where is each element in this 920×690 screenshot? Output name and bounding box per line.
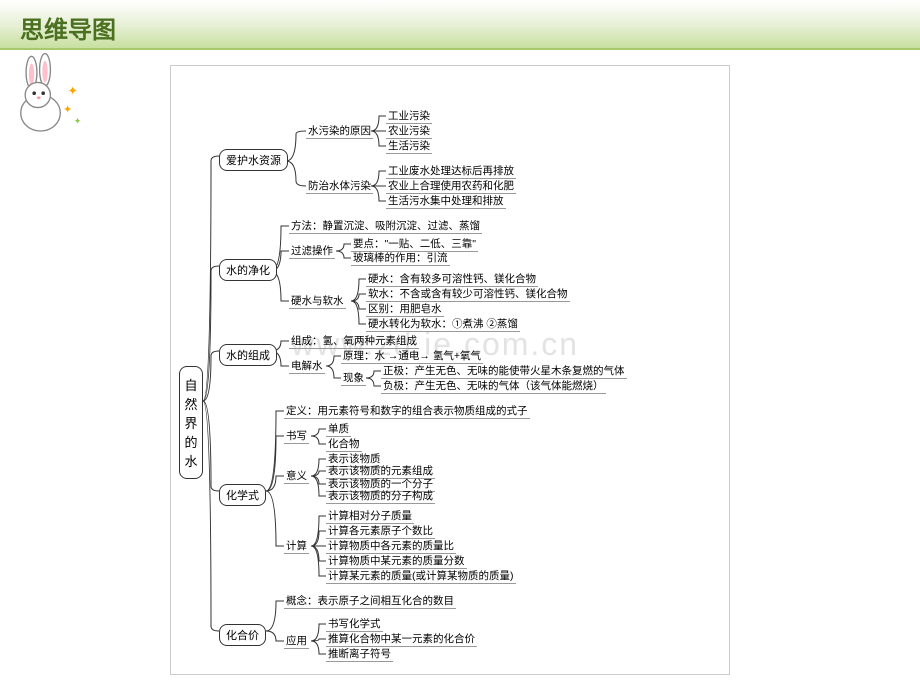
- leaf: 单质: [326, 422, 351, 437]
- leaf: 农业上合理使用农药和化肥: [386, 179, 516, 194]
- leaf: 区别：用肥皂水: [366, 302, 444, 317]
- leaf: 计算相对分子质量: [326, 509, 414, 524]
- svg-text:✦: ✦: [74, 116, 82, 126]
- leaf: 现象: [341, 371, 366, 386]
- leaf: 工业废水处理达标后再排放: [386, 164, 516, 179]
- node-valence: 化合价: [219, 624, 266, 646]
- header: 思维导图: [0, 0, 920, 50]
- leaf: 农业污染: [386, 124, 432, 139]
- svg-text:✦: ✦: [68, 84, 79, 98]
- leaf: 水污染的原因: [306, 124, 373, 139]
- leaf: 推断离子符号: [326, 647, 393, 662]
- leaf: 计算物质中各元素的质量比: [326, 539, 456, 554]
- leaf: 负极：产生无色、无味的气体（该气体能燃烧）: [381, 379, 606, 394]
- page-title: 思维导图: [20, 10, 900, 45]
- leaf: 工业污染: [386, 109, 432, 124]
- leaf: 硬水与软水: [289, 294, 346, 309]
- node-protect-water: 爱护水资源: [219, 149, 288, 171]
- mindmap-container: www.zd.ie.com.cn: [170, 65, 730, 675]
- leaf: 表示该物质的分子构成: [326, 489, 435, 504]
- leaf: 计算某元素的质量(或计算某物质的质量): [326, 569, 516, 584]
- leaf: 推算化合物中某一元素的化合价: [326, 632, 477, 647]
- node-chemical-formula: 化学式: [219, 484, 266, 506]
- leaf: 计算各元素原子个数比: [326, 524, 435, 539]
- leaf: 玻璃棒的作用：引流: [351, 251, 450, 266]
- content-area: www.zd.ie.com.cn: [0, 50, 920, 690]
- leaf: 软水：不含或含有较少可溶性钙、镁化合物: [366, 287, 570, 302]
- svg-text:✦: ✦: [63, 104, 72, 116]
- leaf: 书写: [284, 429, 309, 444]
- leaf: 生活污水集中处理和排放: [386, 194, 506, 209]
- leaf: 书写化学式: [326, 617, 383, 632]
- leaf: 计算: [284, 539, 309, 554]
- leaf: 过滤操作: [289, 244, 335, 259]
- bunny-icon: ✦ ✦ ✦: [0, 50, 90, 140]
- leaf: 生活污染: [386, 139, 432, 154]
- leaf: 应用: [284, 634, 309, 649]
- leaf: 硬水：含有较多可溶性钙、镁化合物: [366, 272, 538, 287]
- leaf: 原理：水 →通电→ 氢气+氧气: [341, 349, 483, 364]
- leaf: 电解水: [289, 359, 325, 374]
- node-water-composition: 水的组成: [219, 344, 277, 366]
- node-purify-water: 水的净化: [219, 259, 277, 281]
- leaf: 组成：氢、氧两种元素组成: [289, 334, 419, 349]
- leaf: 定义：用元素符号和数字的组合表示物质组成的式子: [284, 404, 530, 419]
- leaf: 化合物: [326, 437, 362, 452]
- leaf: 计算物质中某元素的质量分数: [326, 554, 467, 569]
- leaf: 概念：表示原子之间相互化合的数目: [284, 594, 456, 609]
- root-node: 自然界的水: [179, 366, 203, 479]
- leaf: 硬水转化为软水：①煮沸 ②蒸馏: [366, 317, 520, 332]
- leaf: 意义: [284, 469, 309, 484]
- leaf: 防治水体污染: [306, 179, 373, 194]
- leaf: 方法：静置沉淀、吸附沉淀、过滤、蒸馏: [289, 219, 482, 234]
- leaf: 正极：产生无色、无味的能使带火星木条复燃的气体: [381, 364, 627, 379]
- leaf: 要点："一贴、二低、三靠": [351, 237, 478, 252]
